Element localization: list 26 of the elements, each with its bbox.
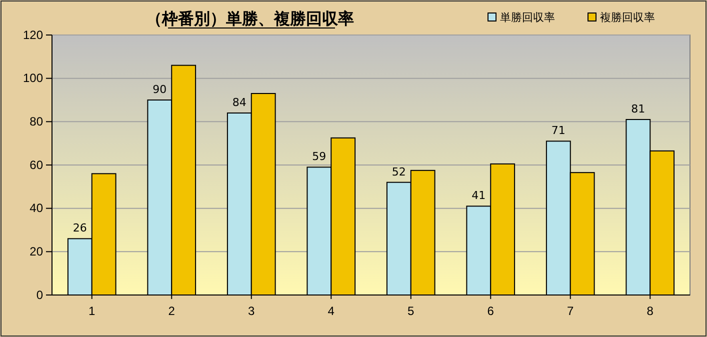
data-label: 81 [631,102,646,116]
x-tick-label: 4 [328,304,335,318]
x-tick-label: 7 [567,304,574,318]
y-tick-label: 0 [36,288,44,302]
y-tick-label: 100 [22,71,44,86]
legend-label: 複勝回収率 [600,11,655,24]
y-tick-label: 120 [22,28,44,42]
y-tick-label: 60 [30,158,44,172]
data-label: 71 [551,124,566,138]
x-tick-label: 2 [168,304,176,318]
data-label: 84 [232,96,246,109]
x-tick-label: 1 [88,304,96,318]
data-label: 59 [312,150,326,164]
y-tick-label: 80 [30,114,44,129]
x-tick-label: 3 [248,304,256,318]
data-label: 90 [152,83,167,96]
x-tick-label: 8 [646,304,654,318]
legend-label: 単勝回収率 [500,11,555,24]
y-tick-label: 20 [30,244,44,259]
data-label: 26 [72,222,87,235]
x-tick-label: 5 [408,304,415,318]
chart-title: （枠番別）単勝、複勝回収率 [146,9,354,28]
data-label: 52 [392,165,406,178]
data-label: 41 [472,189,486,202]
y-tick-label: 40 [30,201,44,216]
x-tick-label: 6 [487,304,494,318]
